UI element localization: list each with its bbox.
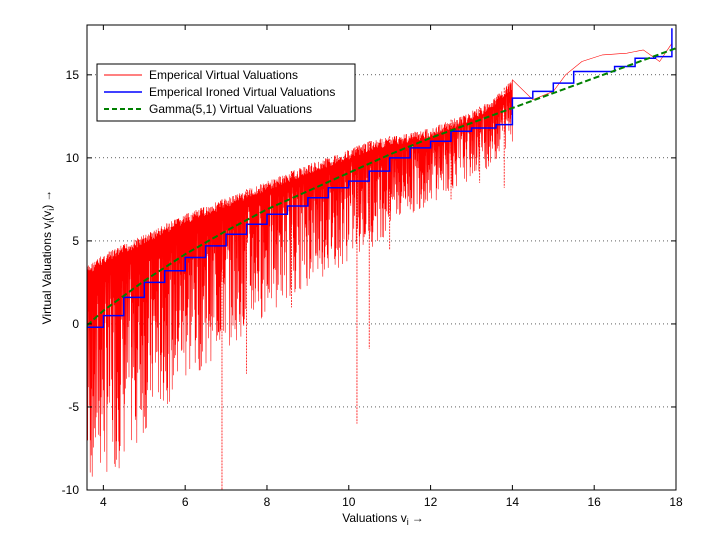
series-gamma-line — [87, 47, 676, 327]
legend: Emperical Virtual Valuations Emperical I… — [96, 63, 356, 122]
series-layer — [87, 28, 676, 490]
x-axis-label: Valuations vi → — [342, 511, 423, 527]
legend-label-ironed: Emperical Ironed Virtual Valuations — [149, 85, 335, 99]
series-ironed-line — [87, 28, 673, 329]
series-empirical-line — [87, 43, 673, 477]
y-tick-label: -10 — [62, 483, 80, 497]
x-tick-label: 10 — [342, 495, 356, 509]
y-tick-label: 5 — [72, 234, 79, 248]
x-tick-label: 18 — [669, 495, 683, 509]
x-tick-label: 6 — [182, 495, 189, 509]
x-tick-label: 14 — [506, 495, 520, 509]
legend-label-gamma: Gamma(5,1) Virtual Valuations — [149, 102, 312, 116]
y-tick-label: -5 — [68, 400, 79, 414]
axis-ticks: -10 -5 0 5 10 15 4 6 8 10 12 14 16 18 — [62, 25, 683, 509]
y-tick-label: 15 — [66, 68, 80, 82]
x-tick-label: 4 — [100, 495, 107, 509]
x-tick-label: 8 — [264, 495, 271, 509]
legend-label-empirical: Emperical Virtual Valuations — [149, 68, 298, 82]
plot-frame — [86, 24, 677, 491]
y-tick-label: 10 — [66, 151, 80, 165]
y-axis-label: Virtual Valuations vi(vi)→ — [40, 190, 56, 325]
x-tick-label: 16 — [588, 495, 602, 509]
x-tick-label: 12 — [424, 495, 438, 509]
y-tick-label: 0 — [72, 317, 79, 331]
